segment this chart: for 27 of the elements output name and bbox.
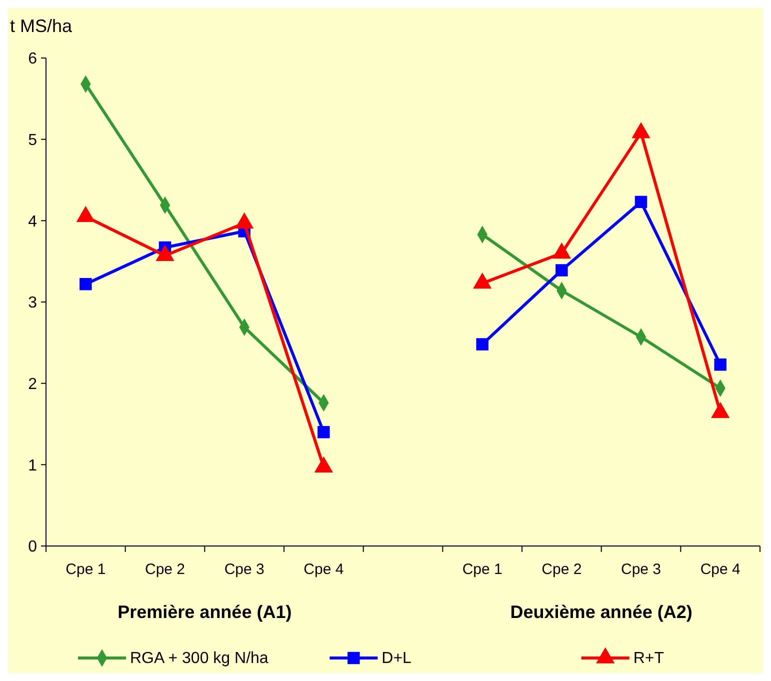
legend-label: D+L <box>382 650 412 667</box>
legend-label: R+T <box>633 650 664 667</box>
y-tick-label: 4 <box>28 213 38 230</box>
legend-label: RGA + 300 kg N/ha <box>130 650 268 667</box>
point <box>80 278 92 290</box>
x-tick-label: Cpe 1 <box>66 561 106 578</box>
text: Première année (A1) <box>118 602 292 622</box>
y-tick-label: 6 <box>28 50 38 68</box>
x-tick-label: Cpe 3 <box>620 561 662 578</box>
x-tick-label: Cpe 2 <box>144 561 186 578</box>
y-tick-label: 1 <box>28 457 38 474</box>
point <box>556 264 568 276</box>
y-tick-label: 0 <box>28 538 38 556</box>
point <box>318 426 330 438</box>
x-tick-label: Cpe 1 <box>462 561 502 578</box>
x-tick-label: Cpe 2 <box>542 561 582 578</box>
x-tick-label: Cpe 3 <box>224 561 264 578</box>
point <box>634 196 648 208</box>
text: Deuxième année (A2) <box>510 602 692 622</box>
point <box>714 358 726 371</box>
y-tick-label: 2 <box>28 376 38 393</box>
x-tick-label: Cpe 4 <box>304 561 344 578</box>
y-axis-title: t MS/ha <box>10 16 74 36</box>
y-tick-label: 5 <box>28 132 38 149</box>
point <box>476 338 488 350</box>
x-tick-label: Cpe 4 <box>700 561 740 578</box>
y-tick-label: 3 <box>28 294 38 312</box>
